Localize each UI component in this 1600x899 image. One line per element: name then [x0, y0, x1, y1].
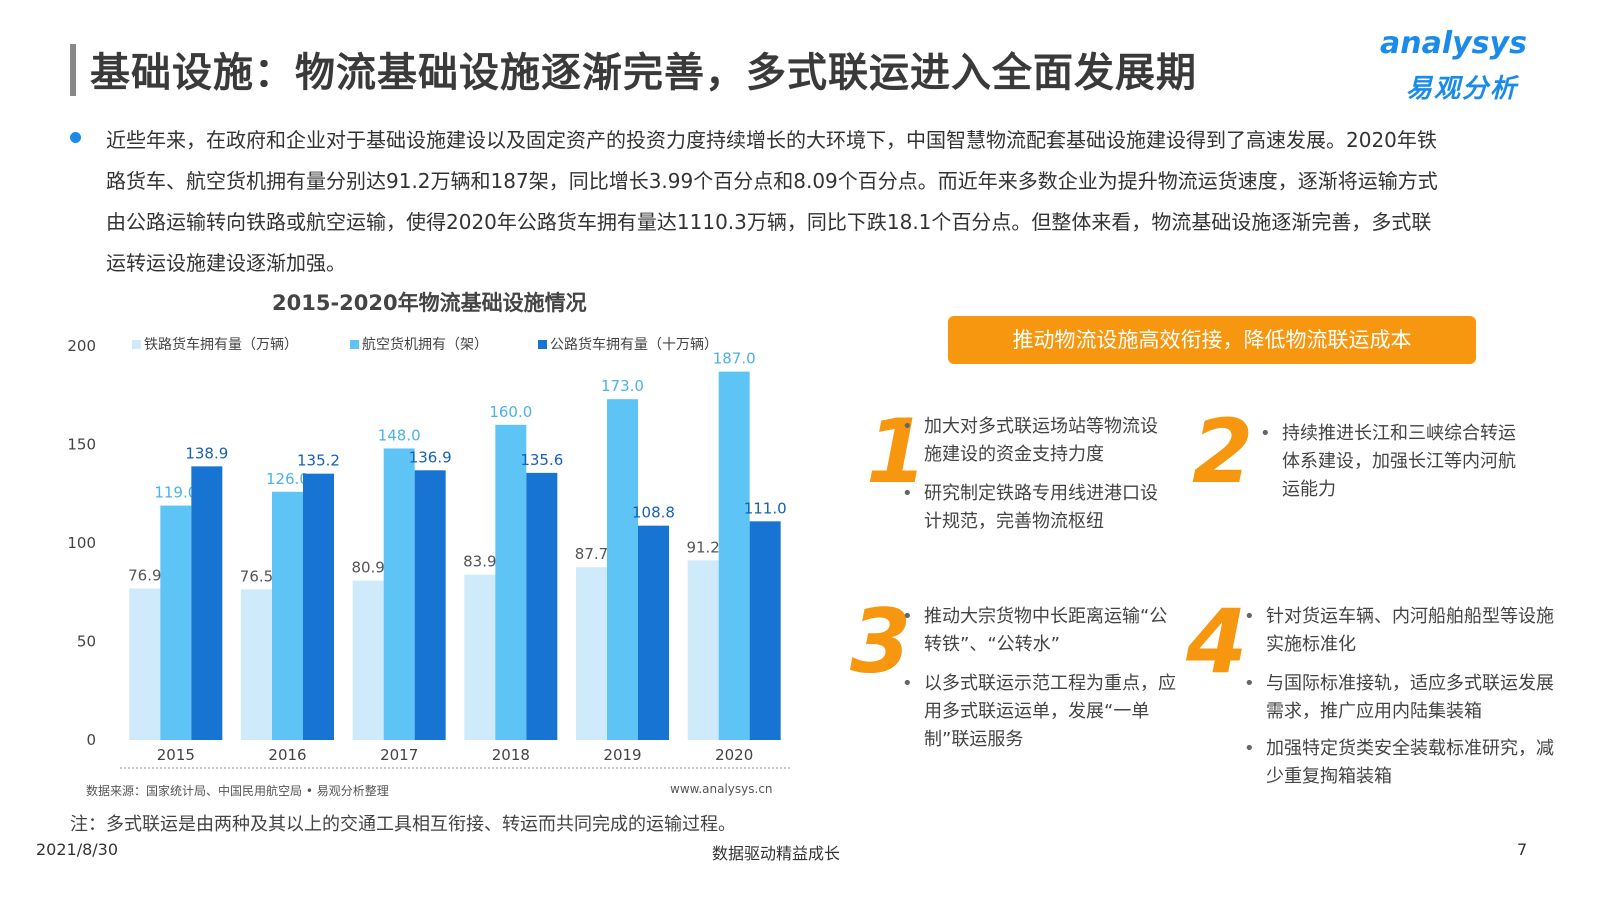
legend-swatch: [132, 340, 141, 349]
data-label: 91.2: [686, 538, 719, 556]
title-accent-bar: [70, 44, 76, 96]
y-tick-label: 200: [67, 337, 96, 355]
measure-3-item-2: • 以多式联运示范工程为重点，应用多式联运运单，发展“一单制”联运服务: [902, 673, 1176, 750]
bar-2018-series-3: [526, 472, 558, 740]
y-tick-label: 150: [67, 436, 96, 454]
bar-2016-series-3: [303, 473, 334, 740]
x-tick-label: 2018: [492, 746, 530, 764]
x-tick-label: 2019: [603, 746, 641, 764]
measure-number-3: 3: [850, 590, 912, 693]
data-label: 108.8: [632, 504, 675, 522]
bar-2017-series-1: [352, 580, 384, 740]
website-link[interactable]: www.analysys.cn: [670, 782, 773, 796]
data-label: 187.0: [713, 350, 756, 368]
bar-2019-series-3: [638, 525, 669, 740]
bar-2019-series-1: [576, 567, 607, 740]
data-label: 80.9: [351, 559, 384, 577]
bar-2015-series-2: [160, 505, 192, 740]
bar-2016-series-1: [241, 589, 272, 740]
bar-2020-series-3: [749, 521, 781, 740]
bar-2015-series-1: [129, 588, 161, 740]
measure-1-item-2: • 研究制定铁路专用线进港口设计规范，完善物流枢纽: [902, 483, 1158, 532]
data-label: 135.6: [520, 451, 563, 469]
measure-4-item-1: • 针对货运车辆、内河船舶船型等设施实施标准化: [1244, 606, 1554, 655]
y-tick-label: 100: [67, 534, 96, 552]
data-label: 160.0: [489, 403, 532, 421]
data-label: 135.2: [297, 452, 340, 470]
x-tick-label: 2016: [268, 746, 306, 764]
measure-2-item-1: • 持续推进长江和三峡综合转运体系建设，加强长江等内河航运能力: [1260, 423, 1516, 500]
bar-2016-series-2: [272, 491, 303, 740]
measure-number-4: 4: [1186, 590, 1248, 693]
measures-banner: 推动物流设施高效衔接，降低物流联运成本: [948, 316, 1476, 364]
intro-paragraph: 近些年来，在政府和企业对于基础设施建设以及固定资产的投资力度持续增长的大环境下，…: [106, 128, 1438, 275]
measure-number-2: 2: [1192, 400, 1254, 503]
bar-chart: 05010015020076.9119.0138.9201576.5126.01…: [67, 336, 790, 769]
bar-2017-series-2: [383, 448, 415, 740]
x-tick-label: 2017: [380, 746, 418, 764]
logo-chinese: 易观分析: [1406, 74, 1519, 104]
legend-swatch: [538, 340, 547, 349]
bar-2017-series-3: [414, 470, 446, 740]
bar-2018-series-1: [464, 574, 496, 740]
data-label: 76.5: [240, 567, 273, 585]
x-tick-label: 2020: [715, 746, 753, 764]
y-tick-label: 50: [77, 633, 96, 651]
data-label: 87.7: [575, 545, 608, 563]
measure-number-1: 1: [866, 400, 928, 503]
page-title: 基础设施：物流基础设施逐渐完善，多式联运进入全面发展期: [90, 50, 1197, 96]
data-label: 119.0: [154, 484, 197, 502]
bullet-icon: [70, 132, 81, 143]
y-tick-label: 0: [86, 731, 96, 749]
legend-label: 航空货机拥有（架）: [362, 336, 488, 353]
bar-2020-series-2: [718, 371, 750, 740]
footer-slogan: 数据驱动精益成长: [712, 844, 841, 863]
bar-2019-series-2: [607, 399, 638, 740]
data-label: 173.0: [601, 377, 644, 395]
measure-1-item-1: • 加大对多式联运场站等物流设施建设的资金支持力度: [902, 416, 1158, 465]
legend-label: 铁路货车拥有量（万辆）: [144, 336, 298, 353]
logo-wordmark: analysys: [1380, 26, 1527, 61]
data-label: 126.0: [266, 470, 309, 488]
page-number: 7: [1517, 840, 1528, 859]
footnote: 注：多式联运是由两种及其以上的交通工具相互衔接、转运而共同完成的运输过程。: [70, 814, 736, 835]
x-tick-label: 2015: [157, 746, 195, 764]
footer-date: 2021/8/30: [36, 840, 119, 859]
legend-swatch: [350, 340, 359, 349]
measure-4-item-2: • 与国际标准接轨，适应多式联运发展需求，推广应用内陆集装箱: [1244, 673, 1554, 722]
measure-3-item-1: • 推动大宗货物中长距离运输“公转铁”、“公转水”: [902, 606, 1168, 655]
data-label: 76.9: [128, 567, 161, 585]
data-label: 148.0: [378, 426, 421, 444]
brand-logo: analysys 易观分析: [1380, 26, 1540, 106]
legend-label: 公路货车拥有量（十万辆）: [550, 336, 718, 353]
data-source: 数据来源：国家统计局、中国民用航空局 • 易观分析整理: [86, 784, 389, 798]
bar-2020-series-1: [687, 560, 719, 740]
data-label: 83.9: [463, 553, 496, 571]
measure-4-item-3: • 加强特定货类安全装载标准研究，减少重复掏箱装箱: [1244, 738, 1554, 787]
data-label: 138.9: [185, 444, 228, 462]
bar-2018-series-2: [495, 424, 527, 740]
data-label: 136.9: [409, 448, 452, 466]
chart-title: 2015-2020年物流基础设施情况: [272, 291, 587, 315]
data-label: 111.0: [744, 499, 787, 517]
bar-2015-series-3: [191, 466, 223, 740]
